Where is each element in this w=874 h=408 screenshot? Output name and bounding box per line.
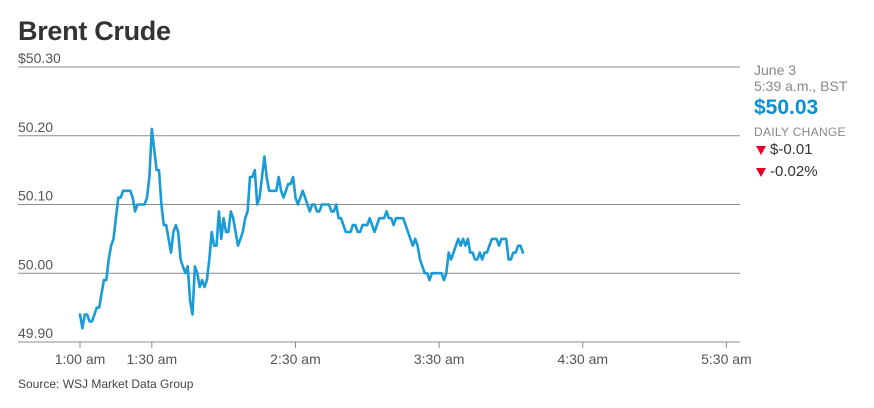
x-tick-label: 1:30 am (127, 351, 178, 367)
x-tick-label: 1:00 am (55, 351, 106, 367)
daily-change-label: DAILY CHANGE (754, 125, 846, 139)
quote-time: 5:39 a.m., BST (754, 78, 848, 94)
quote-date: June 3 (754, 62, 797, 78)
y-tick-label: 50.20 (18, 119, 53, 135)
change-absolute-row: $-0.01 (754, 139, 869, 161)
x-tick-label: 2:30 am (270, 351, 321, 367)
y-tick-label: 49.90 (18, 325, 53, 341)
price-line (78, 127, 525, 330)
down-triangle-icon (756, 167, 766, 177)
change-percent: -0.02% (770, 163, 818, 180)
change-percent-row: -0.02% (754, 161, 869, 183)
x-tick-label: 5:30 am (701, 351, 752, 367)
source-note: Source: WSJ Market Data Group (18, 377, 194, 391)
quote-sidebar: June 3 5:39 a.m., BST $50.03 DAILY CHANG… (754, 62, 869, 183)
x-tick-label: 4:30 am (557, 351, 608, 367)
current-price: $50.03 (754, 96, 819, 119)
y-tick-label: 50.10 (18, 188, 53, 204)
x-tick-label: 3:30 am (414, 351, 465, 367)
down-triangle-icon (756, 145, 766, 155)
x-axis-labels: 1:00 am 1:30 am 2:30 am 3:30 am 4:30 am 5:30 … (55, 342, 752, 367)
y-axis-labels: $50.30 50.20 50.10 50.00 49.90 (18, 50, 61, 341)
y-tick-label: $50.30 (18, 50, 61, 66)
change-absolute: $-0.01 (770, 141, 813, 158)
gridlines (18, 66, 740, 343)
y-tick-label: 50.00 (18, 256, 53, 272)
chart-title: Brent Crude (18, 16, 171, 46)
